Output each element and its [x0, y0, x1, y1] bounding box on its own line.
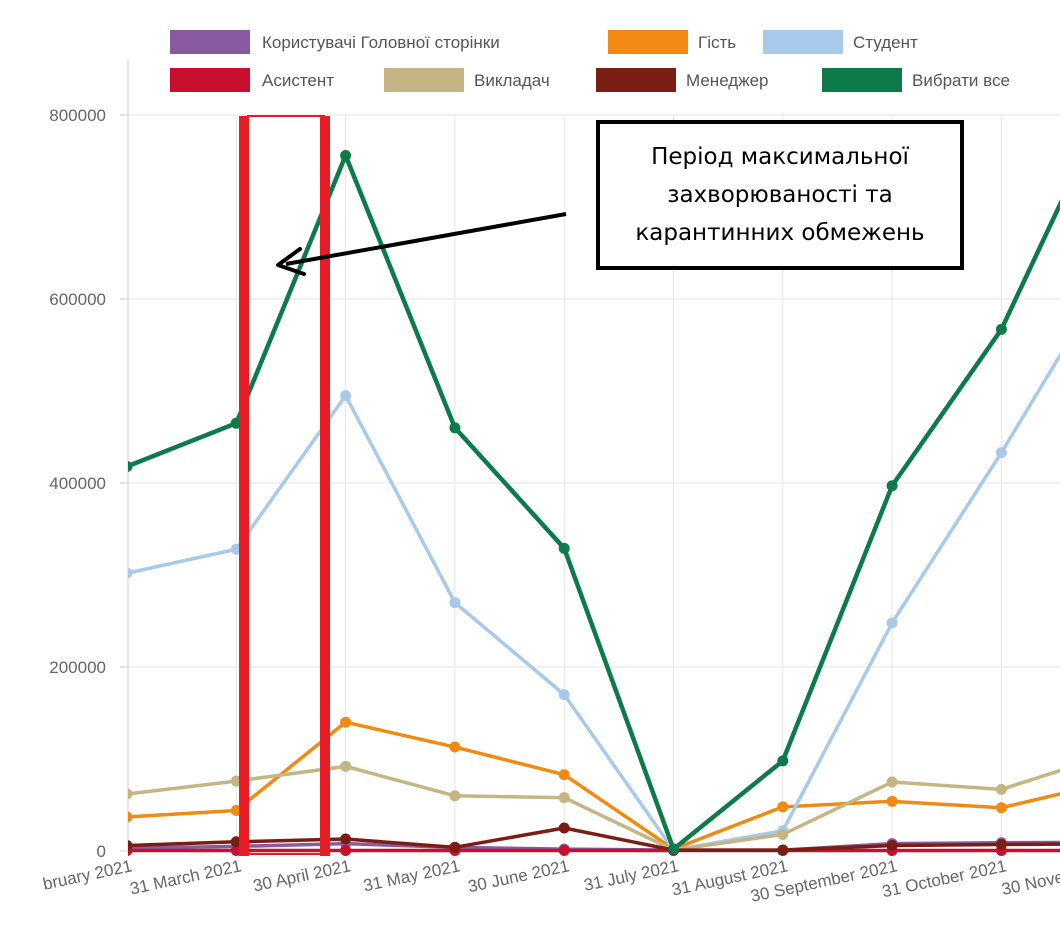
data-point	[995, 447, 1007, 459]
x-tick-label: 31 May 2021	[362, 856, 462, 895]
data-point	[340, 760, 352, 772]
legend-swatch	[384, 68, 464, 92]
data-point	[128, 840, 133, 851]
data-point	[128, 788, 133, 800]
x-tick-label: bruary 2021	[41, 856, 134, 893]
legend-label: Студент	[853, 33, 918, 52]
x-tick-label: 30 April 2021	[251, 856, 352, 895]
data-point	[340, 845, 352, 857]
data-point	[340, 149, 352, 161]
legend-swatch	[608, 30, 688, 54]
data-point	[449, 597, 461, 609]
legend-swatch	[170, 68, 250, 92]
data-point	[340, 833, 352, 845]
data-point	[558, 845, 570, 857]
data-point	[128, 811, 133, 823]
data-point	[886, 839, 898, 851]
y-tick-label: 200000	[49, 658, 106, 677]
y-tick-label: 400000	[49, 474, 106, 493]
annotation-callout: Період максимальної захворюваності та ка…	[596, 120, 964, 270]
data-point	[886, 480, 898, 492]
data-point	[558, 822, 570, 834]
data-point	[777, 755, 789, 767]
annotation-arrow-line	[285, 212, 567, 266]
highlight-bar-left	[239, 116, 249, 856]
data-point	[558, 689, 570, 701]
data-point	[668, 843, 679, 855]
data-point	[886, 776, 898, 788]
series-line	[128, 720, 1060, 851]
legend-background	[130, 10, 1060, 106]
data-point	[449, 790, 461, 802]
annotation-text: Період максимальної захворюваності та ка…	[635, 144, 925, 246]
legend-label: Менеджер	[686, 71, 768, 90]
x-tick-label: 31 July 2021	[582, 856, 680, 895]
data-point	[886, 795, 898, 807]
data-point	[886, 617, 898, 629]
data-point	[777, 801, 789, 813]
x-tick-label: 30 June 2021	[466, 856, 571, 896]
data-point	[128, 567, 133, 579]
legend-swatch	[763, 30, 843, 54]
data-point	[777, 828, 789, 840]
y-tick-label: 600000	[49, 290, 106, 309]
y-tick-label: 800000	[49, 106, 106, 125]
legend-label: Викладач	[474, 71, 550, 90]
data-point	[995, 802, 1007, 814]
data-point	[995, 839, 1007, 851]
legend-label: Гість	[698, 33, 736, 52]
highlight-bar-right	[320, 116, 330, 856]
x-tick-label: 31 October 2021	[880, 856, 1008, 901]
series-line	[128, 352, 1060, 852]
legend-swatch	[822, 68, 902, 92]
data-point	[128, 461, 133, 472]
data-point	[995, 323, 1007, 335]
data-point	[449, 841, 461, 853]
legend-label: Вибрати все	[912, 71, 1010, 90]
data-point	[449, 741, 461, 753]
data-point	[558, 769, 570, 781]
data-point	[777, 844, 789, 856]
legend-swatch	[596, 68, 676, 92]
x-tick-label: 31 March 2021	[128, 856, 243, 898]
x-tick-label: 30 November 2	[1000, 856, 1060, 899]
data-point	[558, 542, 570, 554]
data-point	[340, 716, 352, 728]
y-tick-label: 0	[97, 842, 106, 861]
data-point	[449, 422, 461, 434]
data-point	[995, 783, 1007, 795]
legend-label: Асистент	[262, 71, 334, 90]
legend-label: Користувачі Головної сторінки	[262, 33, 500, 52]
annotation-arrow-head	[276, 247, 306, 276]
legend-swatch	[170, 30, 250, 54]
data-point	[340, 390, 352, 402]
highlight-frame	[247, 115, 325, 855]
data-point	[558, 792, 570, 804]
